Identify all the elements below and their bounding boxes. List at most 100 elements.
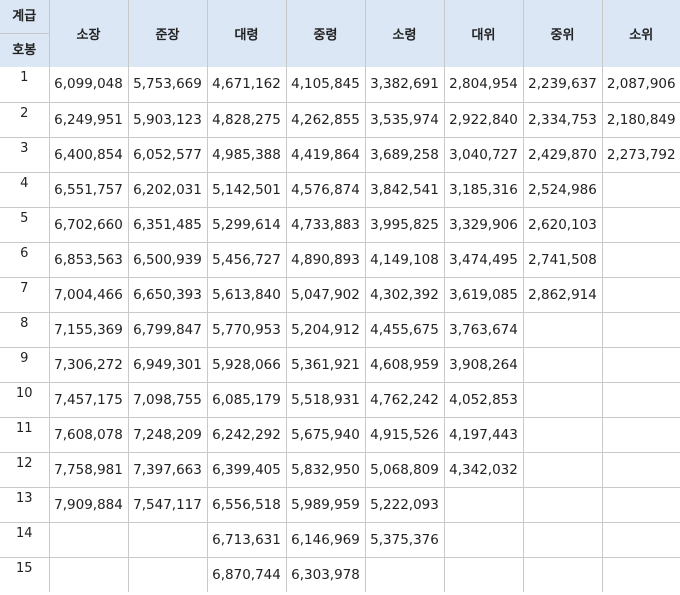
pay-cell: 4,608,959 <box>364 346 445 383</box>
pay-cell: 3,474,495 <box>443 241 524 278</box>
rank-header-4: 소령 <box>364 0 445 67</box>
pay-cell <box>522 311 603 348</box>
pay-cell: 3,995,825 <box>364 206 445 243</box>
pay-cell: 6,399,405 <box>206 451 287 488</box>
pay-cell <box>601 346 680 383</box>
pay-cell <box>601 171 680 208</box>
table-row: 3 6,400,854 6,052,577 4,985,388 4,419,864 3,6… <box>0 136 680 173</box>
pay-cell: 4,733,883 <box>285 206 366 243</box>
pay-cell: 5,375,376 <box>364 521 445 558</box>
pay-cell: 3,763,674 <box>443 311 524 348</box>
pay-cell: 6,702,660 <box>48 206 129 243</box>
corner-label-step: 호봉 <box>12 43 37 58</box>
pay-cell: 6,650,393 <box>127 276 208 313</box>
table-row: 14 6,713,631 6,146,969 5,375,376 <box>0 521 680 558</box>
pay-cell: 6,202,031 <box>127 171 208 208</box>
table-row: 12 7,758,981 7,397,663 6,399,405 5,832,950 5,… <box>0 451 680 488</box>
pay-cell: 3,535,974 <box>364 101 445 138</box>
pay-cell: 7,306,272 <box>48 346 129 383</box>
step-cell: 13 <box>0 486 50 523</box>
rank-header-6: 중위 <box>522 0 603 67</box>
pay-cell <box>522 381 603 418</box>
pay-cell: 2,087,906 <box>601 67 680 103</box>
step-cell: 6 <box>0 241 50 278</box>
pay-cell: 6,500,939 <box>127 241 208 278</box>
step-cell: 10 <box>0 381 50 418</box>
step-cell: 11 <box>0 416 50 453</box>
pay-cell: 7,608,078 <box>48 416 129 453</box>
pay-cell: 2,180,849 <box>601 101 680 138</box>
table-row: 4 6,551,757 6,202,031 5,142,501 4,576,874 3,8… <box>0 171 680 208</box>
pay-cell <box>601 311 680 348</box>
pay-cell: 3,689,258 <box>364 136 445 173</box>
pay-cell: 5,299,614 <box>206 206 287 243</box>
table-row: 6 6,853,563 6,500,939 5,456,727 4,890,893 4,1… <box>0 241 680 278</box>
pay-cell: 4,197,443 <box>443 416 524 453</box>
pay-cell <box>522 521 603 558</box>
pay-cell <box>601 521 680 558</box>
pay-cell: 6,052,577 <box>127 136 208 173</box>
table-row: 15 6,870,744 6,303,978 <box>0 556 680 592</box>
pay-cell <box>127 521 208 558</box>
rank-header-1: 준장 <box>127 0 208 67</box>
pay-cell: 4,262,855 <box>285 101 366 138</box>
pay-cell: 6,870,744 <box>206 556 287 592</box>
step-cell: 1 <box>0 67 50 103</box>
rank-header-5: 대위 <box>443 0 524 67</box>
pay-cell: 6,351,485 <box>127 206 208 243</box>
pay-cell: 5,753,669 <box>127 67 208 103</box>
pay-cell: 7,397,663 <box>127 451 208 488</box>
pay-cell: 6,249,951 <box>48 101 129 138</box>
pay-cell: 4,149,108 <box>364 241 445 278</box>
pay-cell: 2,334,753 <box>522 101 603 138</box>
pay-cell <box>522 556 603 592</box>
pay-cell <box>443 486 524 523</box>
pay-cell: 2,862,914 <box>522 276 603 313</box>
pay-cell: 5,832,950 <box>285 451 366 488</box>
pay-cell: 2,922,840 <box>443 101 524 138</box>
pay-cell <box>522 486 603 523</box>
pay-cell: 5,675,940 <box>285 416 366 453</box>
pay-cell: 6,799,847 <box>127 311 208 348</box>
pay-cell: 5,068,809 <box>364 451 445 488</box>
pay-cell: 7,248,209 <box>127 416 208 453</box>
pay-cell <box>522 416 603 453</box>
step-cell: 15 <box>0 556 50 592</box>
pay-cell: 6,713,631 <box>206 521 287 558</box>
pay-cell <box>48 521 129 558</box>
pay-cell: 7,909,884 <box>48 486 129 523</box>
rank-header-2: 대령 <box>206 0 287 67</box>
pay-cell: 2,239,637 <box>522 67 603 103</box>
pay-cell: 5,613,840 <box>206 276 287 313</box>
pay-cell: 3,842,541 <box>364 171 445 208</box>
pay-cell: 4,828,275 <box>206 101 287 138</box>
pay-cell <box>48 556 129 592</box>
pay-cell: 2,524,986 <box>522 171 603 208</box>
pay-cell: 3,185,316 <box>443 171 524 208</box>
pay-cell: 4,455,675 <box>364 311 445 348</box>
pay-cell: 2,620,103 <box>522 206 603 243</box>
pay-table-body: 1 6,099,048 5,753,669 4,671,162 4,105,845 3,3… <box>0 67 680 592</box>
step-cell: 9 <box>0 346 50 383</box>
step-cell: 3 <box>0 136 50 173</box>
pay-cell: 7,098,755 <box>127 381 208 418</box>
step-cell: 2 <box>0 101 50 138</box>
pay-cell: 5,222,093 <box>364 486 445 523</box>
step-cell: 4 <box>0 171 50 208</box>
pay-cell: 5,361,921 <box>285 346 366 383</box>
pay-cell <box>601 556 680 592</box>
pay-cell <box>601 276 680 313</box>
pay-cell: 2,273,792 <box>601 136 680 173</box>
pay-cell <box>364 556 445 592</box>
step-cell: 12 <box>0 451 50 488</box>
pay-cell: 5,989,959 <box>285 486 366 523</box>
pay-cell: 3,619,085 <box>443 276 524 313</box>
pay-cell: 5,770,953 <box>206 311 287 348</box>
pay-cell: 3,329,906 <box>443 206 524 243</box>
pay-cell: 5,142,501 <box>206 171 287 208</box>
table-row: 9 7,306,272 6,949,301 5,928,066 5,361,921 4,6… <box>0 346 680 383</box>
pay-cell: 3,040,727 <box>443 136 524 173</box>
pay-cell <box>443 556 524 592</box>
